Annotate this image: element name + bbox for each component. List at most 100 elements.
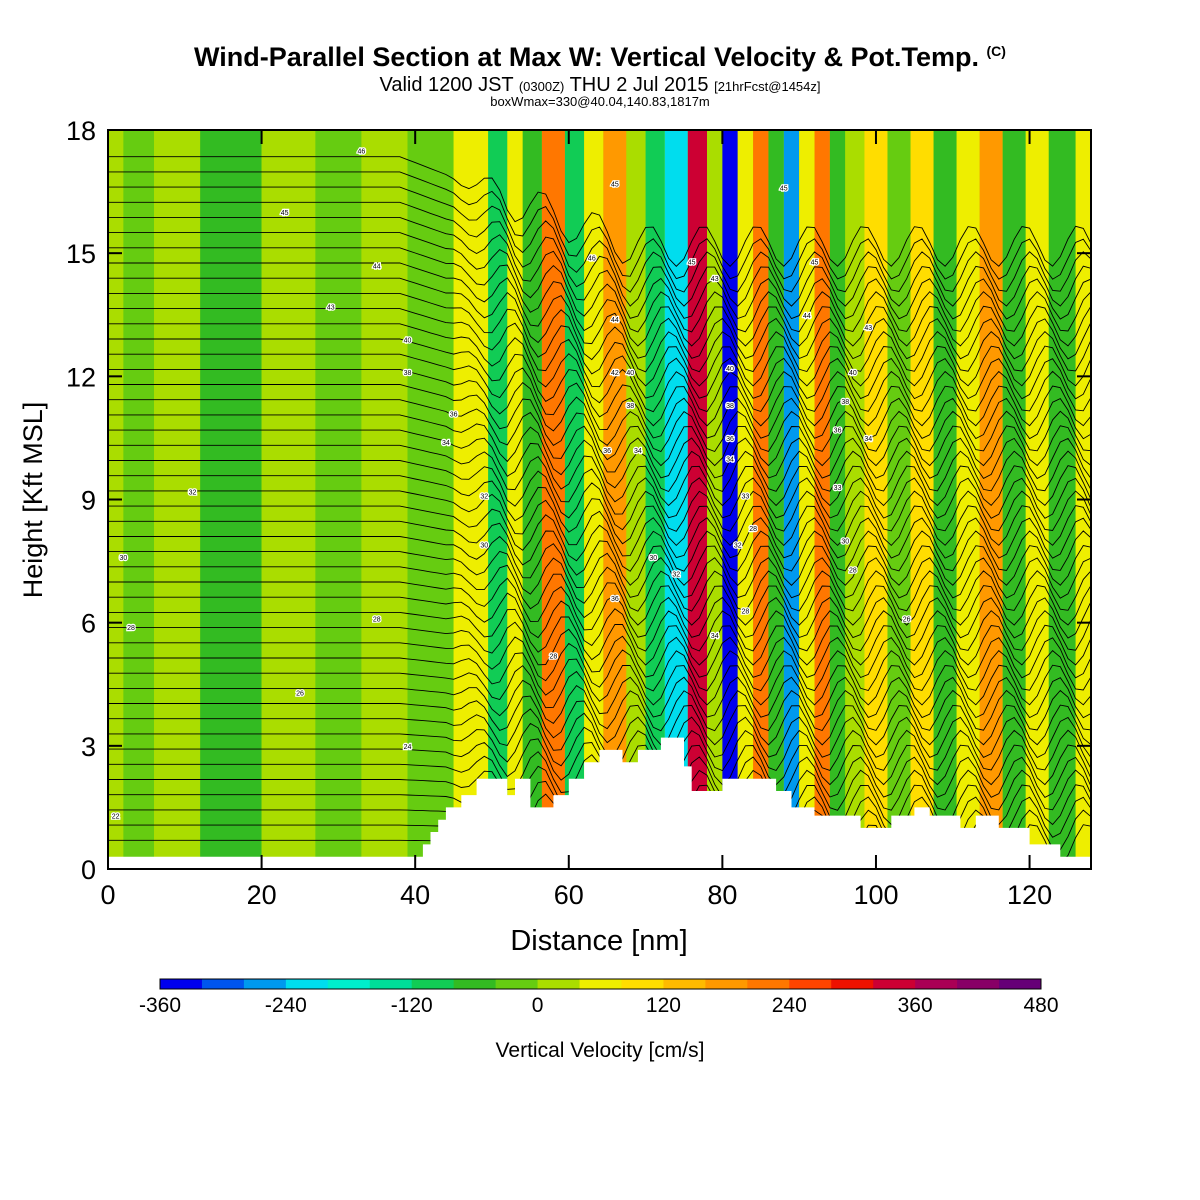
colorbar-tick-label: 0 — [532, 994, 544, 1017]
x-tick-label: 80 — [707, 880, 737, 910]
velocity-band — [261, 130, 316, 869]
velocity-band — [564, 130, 585, 869]
contour-label: 28 — [550, 654, 558, 661]
terrain-mask — [108, 737, 1091, 869]
valid-prefix: Valid 1200 JST — [379, 74, 514, 96]
colorbar-swatch — [747, 979, 790, 989]
colorbar-swatch — [537, 979, 581, 989]
colorbar-label: Vertical Velocity [cm/s] — [496, 1039, 705, 1062]
theta-contour — [108, 695, 1091, 746]
theta-contour — [108, 414, 1091, 493]
theta-contour — [108, 679, 1091, 732]
contour-label: 45 — [688, 259, 696, 266]
x-tick-label: 20 — [247, 880, 277, 910]
theta-contour — [108, 171, 1091, 280]
potential-temperature-contours — [108, 156, 1091, 866]
terrain — [108, 737, 1091, 869]
contour-label: 36 — [834, 428, 842, 435]
contour-label: 40 — [626, 370, 634, 377]
contour-label: 38 — [626, 403, 634, 410]
colorbar-swatch — [579, 979, 622, 989]
theta-contour — [108, 277, 1091, 373]
contour-labels: 46 45 44 43 40 38 36 34 32 30 28 26 24 22 32 30 28 45 46 44… — [111, 147, 912, 822]
contour-label: 34 — [711, 633, 719, 640]
contour-label: 26 — [296, 690, 304, 697]
theta-contour — [108, 353, 1091, 440]
theta-contour — [108, 262, 1091, 360]
y-tick-label: 15 — [66, 239, 96, 269]
contour-label: 38 — [404, 370, 412, 377]
theta-contour — [108, 232, 1091, 333]
contour-label: 34 — [864, 436, 872, 443]
theta-contour — [108, 652, 1091, 706]
x-tick-label: 100 — [853, 880, 898, 910]
contour-label: 30 — [841, 539, 849, 546]
theta-contour — [108, 564, 1091, 626]
colorbar-tick-label: 480 — [1023, 994, 1058, 1017]
contour-label: 44 — [803, 313, 811, 320]
colorbar-swatch — [663, 979, 706, 989]
contour-label: 36 — [603, 448, 611, 455]
velocity-band — [626, 130, 646, 869]
contour-label: 36 — [450, 411, 458, 418]
y-tick-label: 3 — [81, 732, 96, 762]
theta-contour — [108, 460, 1091, 532]
x-tick-label: 120 — [1007, 880, 1052, 910]
contour-label: 28 — [749, 526, 757, 533]
contour-label: 45 — [811, 259, 819, 266]
theta-contour — [108, 621, 1091, 679]
theta-contour — [108, 592, 1091, 652]
contour-label: 44 — [611, 317, 619, 324]
colorbar-swatch — [831, 979, 874, 989]
theta-contour — [108, 338, 1091, 427]
y-tick-label: 12 — [66, 362, 96, 392]
contour-label: 22 — [112, 814, 120, 821]
contour-label: 28 — [127, 625, 135, 632]
theta-contour — [108, 292, 1091, 387]
valid-utc: (0300Z) — [518, 79, 565, 94]
velocity-band — [864, 130, 888, 869]
contour-label: 34 — [726, 456, 734, 463]
contour-label: 45 — [611, 181, 619, 188]
theta-contour — [108, 201, 1091, 307]
theta-contour — [108, 535, 1091, 599]
velocity-band — [361, 130, 408, 869]
theta-contour — [108, 216, 1091, 320]
theta-contour — [108, 323, 1091, 413]
forecast-info: [21hrFcst@1454z] — [714, 79, 821, 94]
contour-label: 28 — [742, 608, 750, 615]
theta-contour — [108, 308, 1091, 400]
x-tick-label: 0 — [100, 880, 115, 910]
contour-label: 36 — [726, 436, 734, 443]
velocity-band — [154, 130, 201, 869]
theta-contour — [108, 550, 1091, 612]
velocity-band — [933, 130, 957, 869]
y-tick-label: 6 — [81, 609, 96, 639]
theta-contour — [108, 429, 1091, 507]
chart-title-text: Wind-Parallel Section at Max W: Vertical… — [194, 42, 979, 72]
contour-label: 44 — [373, 263, 381, 270]
contour-label: 45 — [281, 210, 289, 217]
contour-label: 32 — [734, 543, 742, 550]
velocity-band — [453, 130, 489, 869]
contour-label: 33 — [742, 493, 750, 500]
contour-label: 30 — [649, 555, 657, 562]
colorbar: -360 -240 -120 0 120 240 360 480 — [139, 978, 1059, 1017]
colorbar-swatch — [160, 979, 203, 989]
contour-label: 34 — [634, 448, 642, 455]
y-axis-label: Height [Kft MSL] — [18, 402, 48, 599]
velocity-band — [123, 130, 155, 869]
colorbar-swatch — [705, 979, 748, 989]
colorbar-swatch — [327, 979, 371, 989]
contour-label: 32 — [480, 493, 488, 500]
theta-contour — [108, 186, 1091, 293]
contour-label: 45 — [780, 185, 788, 192]
colorbar-swatch — [957, 979, 1000, 989]
colorbar-swatch — [789, 979, 832, 989]
velocity-band — [522, 130, 542, 869]
velocity-band — [200, 130, 262, 869]
theta-contour — [108, 444, 1091, 519]
colorbar-swatch — [243, 979, 287, 989]
contour-label: 33 — [834, 485, 842, 492]
contour-label: 40 — [726, 366, 734, 373]
